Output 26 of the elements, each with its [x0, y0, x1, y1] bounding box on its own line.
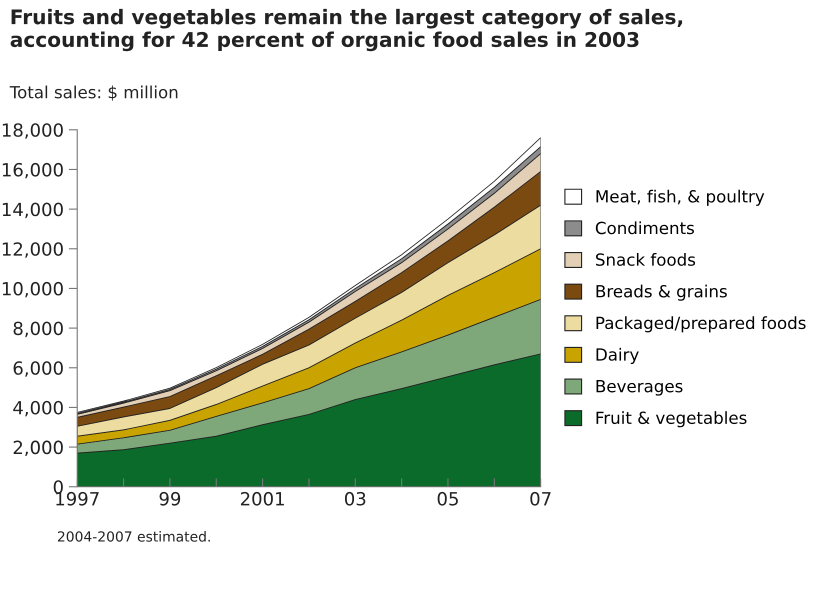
legend-label: Breads & grains [596, 284, 727, 301]
x-tick-label: 1997 [56, 492, 99, 506]
y-tick-label: 10,000 [2, 282, 63, 298]
x-tick-label: 99 [160, 492, 180, 506]
y-tick-label: 14,000 [2, 202, 63, 218]
y-tick-label: 4,000 [13, 400, 63, 416]
legend-label: Dairy [596, 348, 639, 364]
y-tick-label: 16,000 [2, 162, 63, 178]
y-tick-label: 18,000 [2, 123, 63, 139]
y-tick-label: 12,000 [2, 242, 63, 258]
y-tick-label: 8,000 [14, 322, 63, 338]
text: 2004-2007 estimated. [58, 531, 210, 542]
legend-label: Snack foods [596, 253, 696, 266]
x-tick-label: 05 [438, 492, 458, 506]
legend-label: Meat, fish, & poultry [596, 190, 764, 206]
legend-label: Packaged/prepared foods [596, 316, 806, 332]
x-tick-label: 2001 [240, 492, 284, 506]
legend-label: Beverages [596, 380, 682, 396]
y-tick-label: 6,000 [14, 361, 63, 377]
chart-subtitle: Total sales: $ million [10, 86, 178, 101]
legend-label: Fruit & vegetables [596, 411, 746, 428]
y-tick-label: 2,000 [14, 440, 63, 456]
x-tick-label: 03 [344, 492, 366, 506]
x-tick-label: 07 [530, 492, 551, 506]
legend-label: Condiments [596, 221, 694, 234]
chart-title: Fruits and vegetables remain the largest category of sales, accounting for 42 percent of organic food sales in 2003 [10, 8, 682, 52]
